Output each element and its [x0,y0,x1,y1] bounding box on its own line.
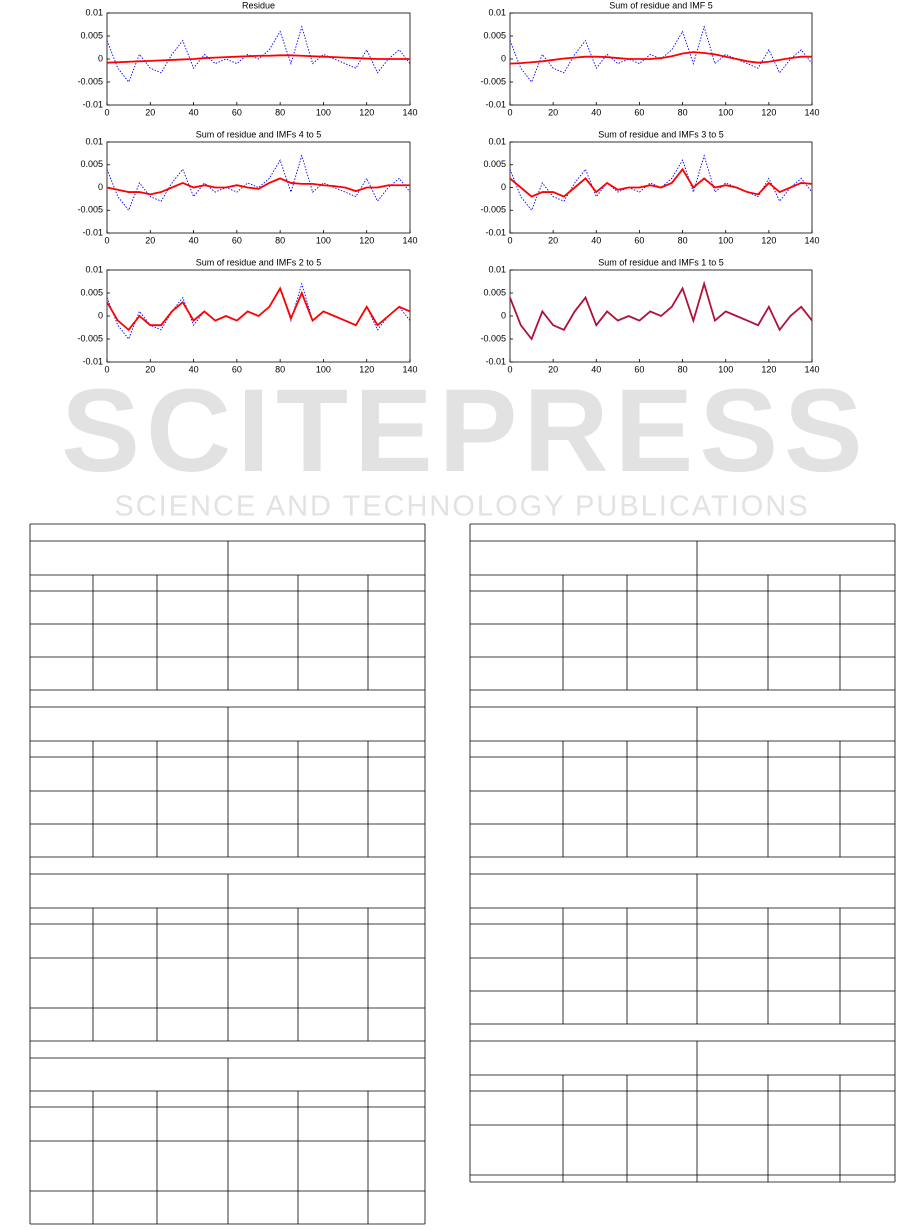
x-tick-label: 40 [591,107,601,117]
x-tick-label: 60 [232,235,242,245]
y-tick-label: 0.01 [85,136,103,146]
x-tick-label: 60 [634,235,644,245]
chart-title: Sum of residue and IMF 5 [609,0,713,10]
data-line [509,167,813,198]
x-tick-label: 140 [804,107,819,117]
y-tick-label: 0.005 [483,30,506,40]
y-tick-label: 0 [501,53,506,63]
watermark-subtitle: SCIENCE AND TECHNOLOGY PUBLICATIONS [114,491,809,523]
x-tick-label: 100 [316,364,331,374]
x-tick-label: 0 [104,364,109,374]
x-tick-label: 100 [316,107,331,117]
x-tick-label: 0 [507,235,512,245]
x-tick-label: 60 [634,107,644,117]
x-tick-label: 40 [189,235,199,245]
y-tick-label: -0.005 [480,205,506,215]
y-tick-label: 0.01 [85,264,103,274]
watermark-title: SCITEPRESS [61,365,869,497]
data-line [106,154,411,212]
x-tick-label: 140 [402,364,417,374]
data-line [509,51,812,65]
y-tick-label: 0.01 [488,264,506,274]
chart-title: Sum of residue and IMFs 4 to 5 [196,129,322,139]
chart-title: Sum of residue and IMFs 1 to 5 [598,257,724,267]
x-tick-label: 20 [548,235,558,245]
x-tick-label: 140 [402,107,417,117]
data-line [509,154,813,212]
x-tick-label: 120 [761,107,776,117]
x-tick-label: 140 [804,235,819,245]
chart-title: Residue [242,0,275,10]
x-tick-label: 0 [104,107,109,117]
y-tick-label: -0.01 [82,99,103,109]
x-tick-label: 140 [402,235,417,245]
y-tick-label: -0.005 [480,76,506,86]
y-tick-label: -0.005 [480,333,506,343]
y-tick-label: 0 [98,182,103,192]
x-tick-label: 80 [275,107,285,117]
x-tick-label: 0 [104,235,109,245]
x-tick-label: 40 [189,107,199,117]
x-tick-label: 100 [718,107,733,117]
y-tick-label: 0.005 [483,159,506,169]
x-tick-label: 20 [145,235,155,245]
y-tick-label: 0 [501,182,506,192]
x-tick-label: 80 [678,107,688,117]
x-tick-label: 120 [761,364,776,374]
x-tick-label: 0 [507,364,512,374]
x-tick-label: 100 [718,364,733,374]
y-tick-label: -0.01 [82,227,103,237]
chart-title: Sum of residue and IMFs 3 to 5 [598,129,724,139]
x-tick-label: 100 [316,235,331,245]
x-tick-label: 60 [232,364,242,374]
y-tick-label: -0.005 [77,205,103,215]
data-line [106,177,410,196]
data-line [509,25,813,83]
data-line [106,286,411,332]
x-tick-label: 80 [678,364,688,374]
x-tick-label: 20 [145,107,155,117]
x-tick-label: 140 [804,364,819,374]
x-tick-label: 40 [591,364,601,374]
data-line [106,25,411,83]
x-tick-label: 20 [548,107,558,117]
x-tick-label: 80 [678,235,688,245]
x-tick-label: 120 [761,235,776,245]
y-tick-label: -0.01 [485,99,506,109]
y-tick-label: 0.005 [80,30,103,40]
y-tick-label: 0 [501,310,506,320]
x-tick-label: 60 [232,107,242,117]
x-tick-label: 20 [548,364,558,374]
x-tick-label: 40 [189,364,199,374]
y-tick-label: 0 [98,53,103,63]
y-tick-label: 0.005 [80,159,103,169]
y-tick-label: -0.01 [485,356,506,366]
x-tick-label: 80 [275,235,285,245]
y-tick-label: 0.005 [483,287,506,297]
y-tick-label: 0 [98,310,103,320]
x-tick-label: 120 [359,364,374,374]
y-tick-label: 0.005 [80,287,103,297]
x-tick-label: 120 [359,235,374,245]
y-tick-label: -0.01 [485,227,506,237]
x-tick-label: 100 [718,235,733,245]
data-line [106,54,410,64]
x-tick-label: 20 [145,364,155,374]
y-tick-label: -0.005 [77,333,103,343]
y-tick-label: -0.01 [82,356,103,366]
y-tick-label: 0.01 [488,136,506,146]
y-tick-label: 0.01 [488,7,506,17]
x-tick-label: 40 [591,235,601,245]
x-tick-label: 60 [634,364,644,374]
chart-title: Sum of residue and IMFs 2 to 5 [196,257,322,267]
y-tick-label: 0.01 [85,7,103,17]
x-tick-label: 0 [507,107,512,117]
x-tick-label: 120 [359,107,374,117]
y-tick-label: -0.005 [77,76,103,86]
x-tick-label: 80 [275,364,285,374]
data-line [509,280,813,341]
